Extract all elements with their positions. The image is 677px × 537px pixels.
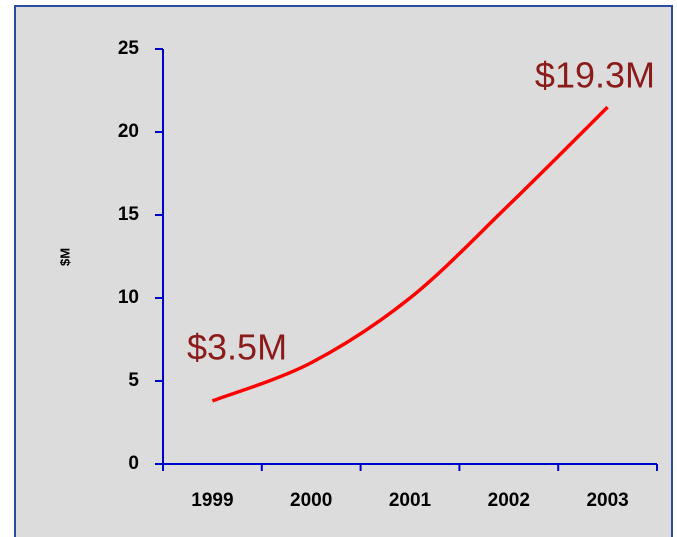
y-tick-label: 25 xyxy=(118,38,140,59)
x-tick-label: 2000 xyxy=(290,490,332,511)
line xyxy=(211,105,609,403)
y-tick-label: 5 xyxy=(128,370,139,391)
x-tick-label: 2001 xyxy=(389,490,432,511)
y-tick-label: 0 xyxy=(128,453,139,474)
x-tick-label: 1999 xyxy=(191,490,233,511)
y-tick-label: 15 xyxy=(118,204,140,225)
y-axis-label: $M xyxy=(57,248,72,266)
y-tick-label: 20 xyxy=(118,121,139,142)
annotation: $19.3M xyxy=(535,55,655,96)
annotation: $3.5M xyxy=(187,327,287,368)
chart-background xyxy=(14,5,673,537)
x-tick-label: 2003 xyxy=(586,490,628,511)
y-tick-label: 10 xyxy=(118,287,139,308)
x-tick-label: 2002 xyxy=(488,490,530,511)
